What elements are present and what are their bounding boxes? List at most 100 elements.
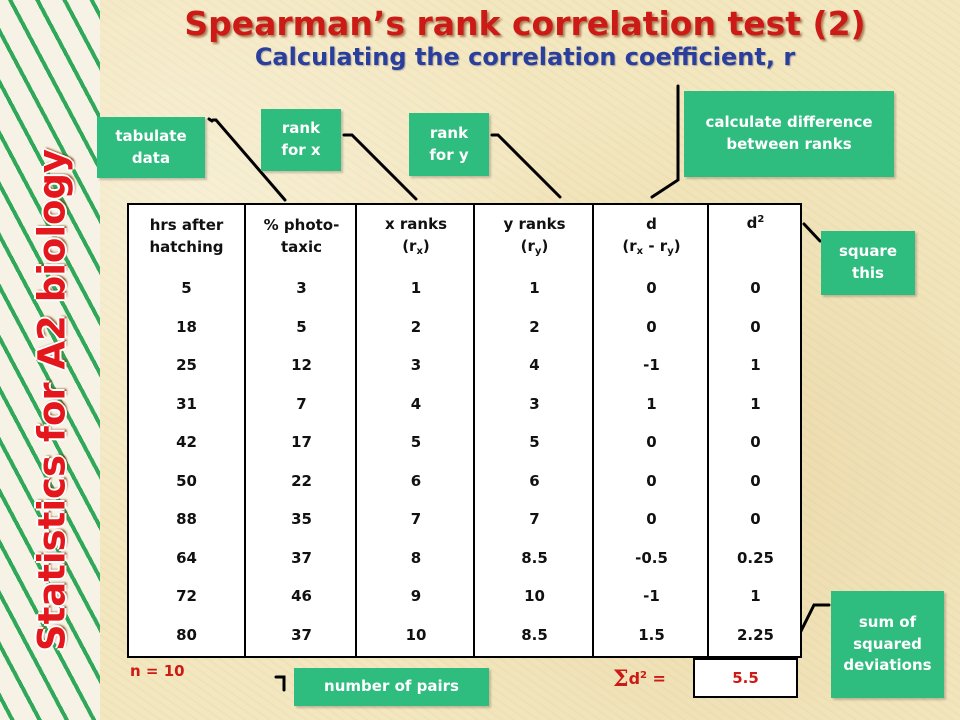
table-cell-ry: 8.5 [521, 625, 548, 644]
table-cell-hrs: 18 [176, 317, 197, 336]
header-hrs-after-hatching: hrs after hatching [129, 205, 244, 269]
header-sub: x [416, 246, 423, 258]
header-y-ranks: y ranks (ry) [475, 205, 594, 269]
table-cell-photo: 46 [291, 587, 312, 606]
table-cell-d2: 1 [750, 356, 761, 375]
column-d: d (rx - ry) 0 0 -1 1 0 0 0 -0.5 -1 1.5 [592, 205, 709, 656]
header-sub: y [534, 246, 542, 258]
header-photo-taxic: % photo-taxic [246, 205, 357, 269]
table-cell-photo: 5 [296, 317, 307, 336]
table-cell-d2: 0 [750, 510, 761, 529]
table-cell-hrs: 72 [176, 587, 197, 606]
n-label: n = 10 [130, 662, 185, 680]
header-main: d [746, 214, 758, 232]
table-cell-ry: 6 [529, 471, 540, 490]
column-y-ranks: y ranks (ry) 1 2 4 3 5 6 7 8.5 10 8.5 [473, 205, 594, 656]
table-cell-rx: 5 [410, 433, 422, 452]
table-cell-hrs: 42 [176, 433, 197, 452]
sigma-symbol: Σ [613, 666, 629, 692]
table-cell-d2: 0.25 [736, 548, 774, 567]
sum-eq: = [646, 669, 666, 688]
header-d-squared: d2 [709, 205, 802, 269]
table-cell-ry: 4 [529, 356, 540, 375]
header-sub: x [636, 246, 644, 258]
table-cell-d: 1.5 [638, 625, 665, 644]
table-cell-rx: 3 [410, 356, 422, 375]
table-cell-rx: 6 [410, 471, 422, 490]
callout-calculate-difference: calculate difference between ranks [684, 91, 894, 177]
connector-square [802, 222, 822, 243]
callout-sum-squared: sum of squared deviations [831, 591, 944, 698]
table-cell-hrs: 50 [176, 471, 197, 490]
header-sub: y [667, 246, 674, 258]
sum-d-squared-label: Σd2 = [613, 666, 666, 692]
header-text: y ranks (ry) [503, 215, 566, 258]
table-cell-ry: 5 [529, 433, 540, 452]
table-cell-photo: 35 [291, 510, 312, 529]
table-cell-photo: 17 [291, 433, 312, 452]
callout-number-of-pairs: number of pairs [294, 668, 489, 706]
column-photo: % photo-taxic 3 5 12 7 17 22 35 37 46 37 [244, 205, 357, 656]
table-cell-d2: 2.25 [736, 625, 774, 644]
table-cell-photo: 3 [296, 279, 307, 298]
table-cell-hrs: 88 [176, 510, 197, 529]
table-cell-d: 0 [646, 471, 657, 490]
table-cell-photo: 12 [291, 356, 312, 375]
callout-text: number of pairs [324, 677, 459, 696]
callout-text: rank for x [281, 119, 321, 159]
header-main: x ranks [385, 215, 447, 234]
table-cell-photo: 37 [291, 548, 312, 567]
slide-subtitle: Calculating the correlation coefficient,… [254, 43, 796, 71]
header-sup: 2 [757, 214, 765, 225]
table-cell-photo: 7 [296, 394, 307, 413]
connector-difference [650, 84, 680, 199]
table-cell-d2: 0 [750, 471, 761, 490]
table-cell-rx: 7 [410, 510, 422, 529]
callout-rank-for-y: rank for y [409, 113, 489, 176]
table-cell-ry: 2 [529, 317, 540, 336]
table-cell-ry: 1 [529, 279, 540, 298]
table-cell-ry: 8.5 [521, 548, 548, 567]
table-cell-photo: 37 [291, 625, 312, 644]
connector-pairs [274, 675, 286, 692]
table-cell-d2: 0 [750, 433, 761, 452]
table-cell-d: -1 [643, 356, 660, 375]
sidebar-title: Statistics for A2 biology [30, 148, 74, 652]
table-cell-d: 0 [646, 317, 657, 336]
callout-text: rank for y [429, 123, 469, 164]
table-cell-d: 0 [646, 433, 657, 452]
table-cell-hrs: 5 [181, 279, 192, 298]
header-main: y ranks [503, 215, 566, 234]
table-cell-hrs: 25 [176, 356, 197, 375]
connector-rank-y [490, 133, 562, 199]
header-text: d2 [747, 213, 765, 235]
sum-d-squared-value: 5.5 [693, 658, 798, 698]
table-cell-ry: 7 [529, 510, 540, 529]
table-cell-d: -1 [643, 587, 660, 606]
header-main: d [646, 215, 657, 234]
header-text: % photo-taxic [263, 216, 340, 256]
table-cell-hrs: 80 [176, 625, 197, 644]
table-cell-d: -0.5 [635, 548, 668, 567]
header-text: x ranks (rx) [385, 215, 447, 258]
table-cell-ry: 3 [529, 394, 540, 413]
table-cell-rx: 4 [410, 394, 422, 413]
table-cell-d2: 0 [750, 279, 761, 298]
callout-tabulate-data: tabulate data [97, 117, 205, 178]
callout-rank-for-x: rank for x [261, 109, 341, 171]
header-text: hrs after hatching [149, 216, 224, 256]
header-d: d (rx - ry) [594, 205, 709, 269]
header-x-ranks: x ranks (rx) [357, 205, 475, 269]
column-hrs: hrs after hatching 5 18 25 31 42 50 88 64 72 80 [129, 205, 244, 656]
table-cell-hrs: 64 [176, 548, 197, 567]
table-cell-ry: 10 [524, 587, 545, 606]
table-cell-rx: 8 [410, 548, 422, 567]
callout-square-this: square this [821, 231, 915, 295]
table-cell-rx: 9 [410, 587, 422, 606]
table-cell-d2: 1 [750, 394, 761, 413]
sum-d: d [628, 669, 641, 688]
callout-text: sum of squared deviations [843, 612, 932, 675]
header-text: d (rx - ry) [622, 215, 681, 258]
callout-text: tabulate data [115, 126, 187, 167]
table-cell-photo: 22 [291, 471, 312, 490]
